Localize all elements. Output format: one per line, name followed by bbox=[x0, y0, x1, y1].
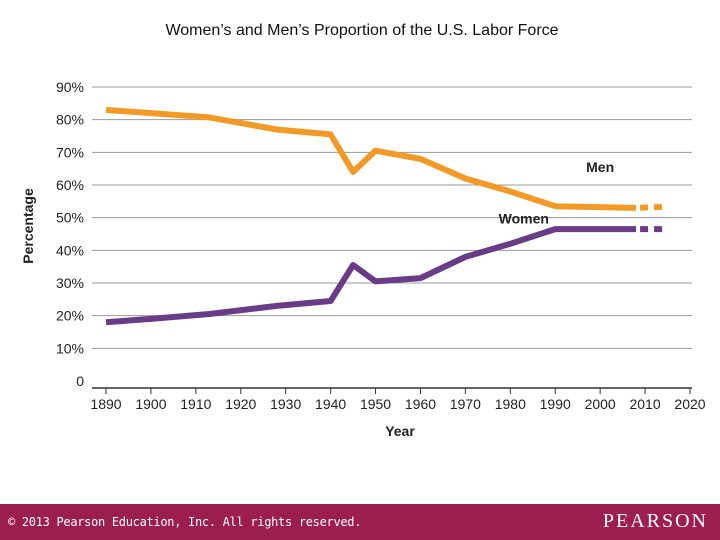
y-tick-label: 50% bbox=[56, 210, 84, 226]
x-tick-label: 1900 bbox=[135, 396, 166, 412]
y-tick-label: 90% bbox=[56, 79, 84, 95]
x-tick-label: 1990 bbox=[540, 396, 571, 412]
x-tick-label: 1930 bbox=[270, 396, 301, 412]
pearson-logo: PEARSON bbox=[602, 510, 708, 532]
y-tick-label: 80% bbox=[56, 112, 84, 128]
x-tick-label: 1910 bbox=[180, 396, 211, 412]
series-projection-men bbox=[635, 203, 664, 211]
x-tick-label: 1890 bbox=[90, 396, 121, 412]
x-tick-label: 2010 bbox=[629, 396, 660, 412]
series-lines: Men Women bbox=[105, 106, 664, 326]
series-line-women bbox=[105, 226, 637, 326]
footer-bar: © 2013 Pearson Education, Inc. All right… bbox=[0, 504, 720, 540]
x-tick-label: 2020 bbox=[674, 396, 705, 412]
y-tick-label: 70% bbox=[56, 144, 84, 160]
y-tick-label: 20% bbox=[56, 308, 84, 324]
y-tick-label: 40% bbox=[56, 242, 84, 258]
y-axis-title: Percentage bbox=[20, 188, 36, 264]
series-line-men bbox=[105, 106, 637, 211]
y-tick-label: 10% bbox=[56, 340, 84, 356]
y-tick-label: 0 bbox=[76, 373, 84, 389]
copyright-text: © 2013 Pearson Education, Inc. All right… bbox=[8, 515, 362, 529]
chart-title: Women’s and Men’s Proportion of the U.S.… bbox=[165, 22, 559, 39]
x-tick-label: 1920 bbox=[225, 396, 256, 412]
x-tick-label: 1960 bbox=[405, 396, 436, 412]
x-tick-label: 1940 bbox=[315, 396, 346, 412]
x-tick-label: 1950 bbox=[360, 396, 391, 412]
x-tick-label: 1970 bbox=[450, 396, 481, 412]
line-chart: 0 10% 20% 30% 40% 50% 60% 70% 80% 90% 1890 1900 1910… bbox=[20, 79, 706, 439]
series-label-women: Women bbox=[499, 211, 549, 227]
y-tick-label: 30% bbox=[56, 275, 84, 291]
grid-lines bbox=[92, 86, 692, 349]
x-tick-label: 2000 bbox=[585, 396, 616, 412]
x-axis-title: Year bbox=[385, 423, 415, 439]
x-tick-label: 1980 bbox=[495, 396, 526, 412]
series-label-men: Men bbox=[586, 159, 614, 175]
y-tick-label: 60% bbox=[56, 177, 84, 193]
axes: 0 10% 20% 30% 40% 50% 60% 70% 80% 90% 1890 1900 1910… bbox=[56, 79, 706, 412]
